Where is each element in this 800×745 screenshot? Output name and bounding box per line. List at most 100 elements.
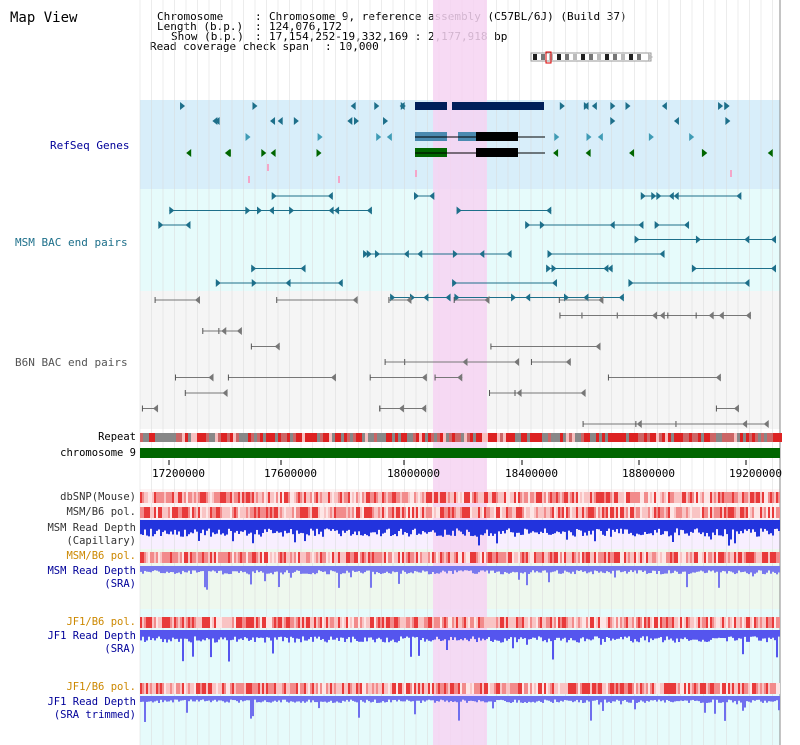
heat-cell [598, 492, 600, 503]
heat-cell [164, 507, 166, 518]
heat-cell [258, 492, 260, 503]
depth-bar [568, 520, 570, 531]
depth-bar [274, 630, 276, 638]
depth-bar [248, 630, 250, 641]
depth-bar [460, 696, 462, 702]
depth-bar [642, 696, 644, 702]
heat-cell [752, 507, 754, 518]
heat-cell [722, 683, 724, 694]
repeat-cell [761, 433, 764, 442]
heat-cell [508, 683, 510, 694]
heat-cell [494, 617, 496, 628]
heat-cell [638, 617, 640, 628]
depth-bar [720, 696, 722, 703]
heat-cell [240, 492, 242, 503]
heat-cell [638, 552, 640, 563]
depth-bar [608, 630, 610, 638]
heat-cell [764, 683, 766, 694]
small-feature [730, 170, 732, 177]
bac-end-icon [771, 235, 776, 244]
depth-bar [592, 566, 594, 575]
heat-cell [628, 507, 630, 518]
heat-cell [148, 683, 150, 694]
depth-bar [586, 520, 588, 536]
depth-bar [224, 696, 226, 703]
heat-cell [518, 507, 520, 518]
heat-cell [690, 507, 692, 518]
depth-bar [706, 630, 708, 642]
heat-cell [246, 552, 248, 563]
heat-cell [628, 492, 630, 503]
depth-bar [418, 566, 420, 573]
heat-cell [638, 507, 640, 518]
depth-bar [564, 520, 566, 532]
heat-cell [370, 683, 372, 694]
heat-cell [188, 492, 190, 503]
repeat-cell [422, 433, 425, 442]
heat-cell [592, 683, 594, 694]
repeat-cell [446, 433, 449, 442]
depth-bar [166, 566, 168, 572]
depth-bar [330, 630, 332, 637]
repeat-cell [380, 433, 383, 442]
heat-cell [232, 552, 234, 563]
repeat-cell [182, 433, 185, 442]
heat-cell [458, 617, 460, 628]
heat-cell [154, 683, 156, 694]
heat-cell [234, 552, 236, 563]
depth-bar [408, 520, 410, 537]
heat-cell [580, 552, 582, 563]
heat-cell [382, 492, 384, 503]
heat-cell [384, 492, 386, 503]
depth-bar [716, 696, 718, 700]
heat-cell [516, 552, 518, 563]
depth-bar [518, 696, 520, 701]
depth-bar [576, 566, 578, 571]
depth-bar [286, 696, 288, 702]
heat-cell [626, 683, 628, 694]
depth-bar [526, 566, 528, 586]
depth-bar [360, 566, 362, 573]
heat-cell [646, 683, 648, 694]
repeat-cell [203, 433, 206, 442]
depth-bar [220, 566, 222, 571]
depth-bar [236, 520, 238, 531]
depth-bar [600, 566, 602, 572]
repeat-cell [260, 433, 263, 442]
repeat-cell [539, 433, 542, 442]
heat-cell [250, 507, 252, 518]
heat-cell [258, 683, 260, 694]
depth-bar [450, 566, 452, 571]
depth-bar [470, 566, 472, 571]
heat-cell [698, 492, 700, 503]
depth-bar [298, 566, 300, 571]
heat-cell [748, 507, 750, 518]
depth-bar [342, 566, 344, 574]
heat-cell [680, 552, 682, 563]
heat-cell [294, 492, 296, 503]
repeat-cell [635, 433, 638, 442]
bac-end-icon [185, 221, 191, 229]
depth-bar [666, 566, 668, 574]
heat-cell [344, 492, 346, 503]
heat-cell [148, 492, 150, 503]
heat-cell [712, 617, 714, 628]
depth-bar [198, 696, 200, 702]
depth-bar [356, 520, 358, 536]
depth-bar [476, 696, 478, 703]
depth-bar [294, 566, 296, 572]
bac-end-icon [194, 296, 200, 304]
depth-bar [550, 520, 552, 535]
heat-cell [590, 507, 592, 518]
depth-bar [606, 696, 608, 703]
depth-bar [326, 566, 328, 575]
heat-cell [140, 617, 142, 628]
heat-cell [498, 507, 500, 518]
heat-cell [426, 683, 428, 694]
depth-bar [366, 520, 368, 536]
depth-bar [612, 566, 614, 571]
heat-cell [292, 683, 294, 694]
heat-cell [576, 492, 578, 503]
heat-cell [432, 617, 434, 628]
